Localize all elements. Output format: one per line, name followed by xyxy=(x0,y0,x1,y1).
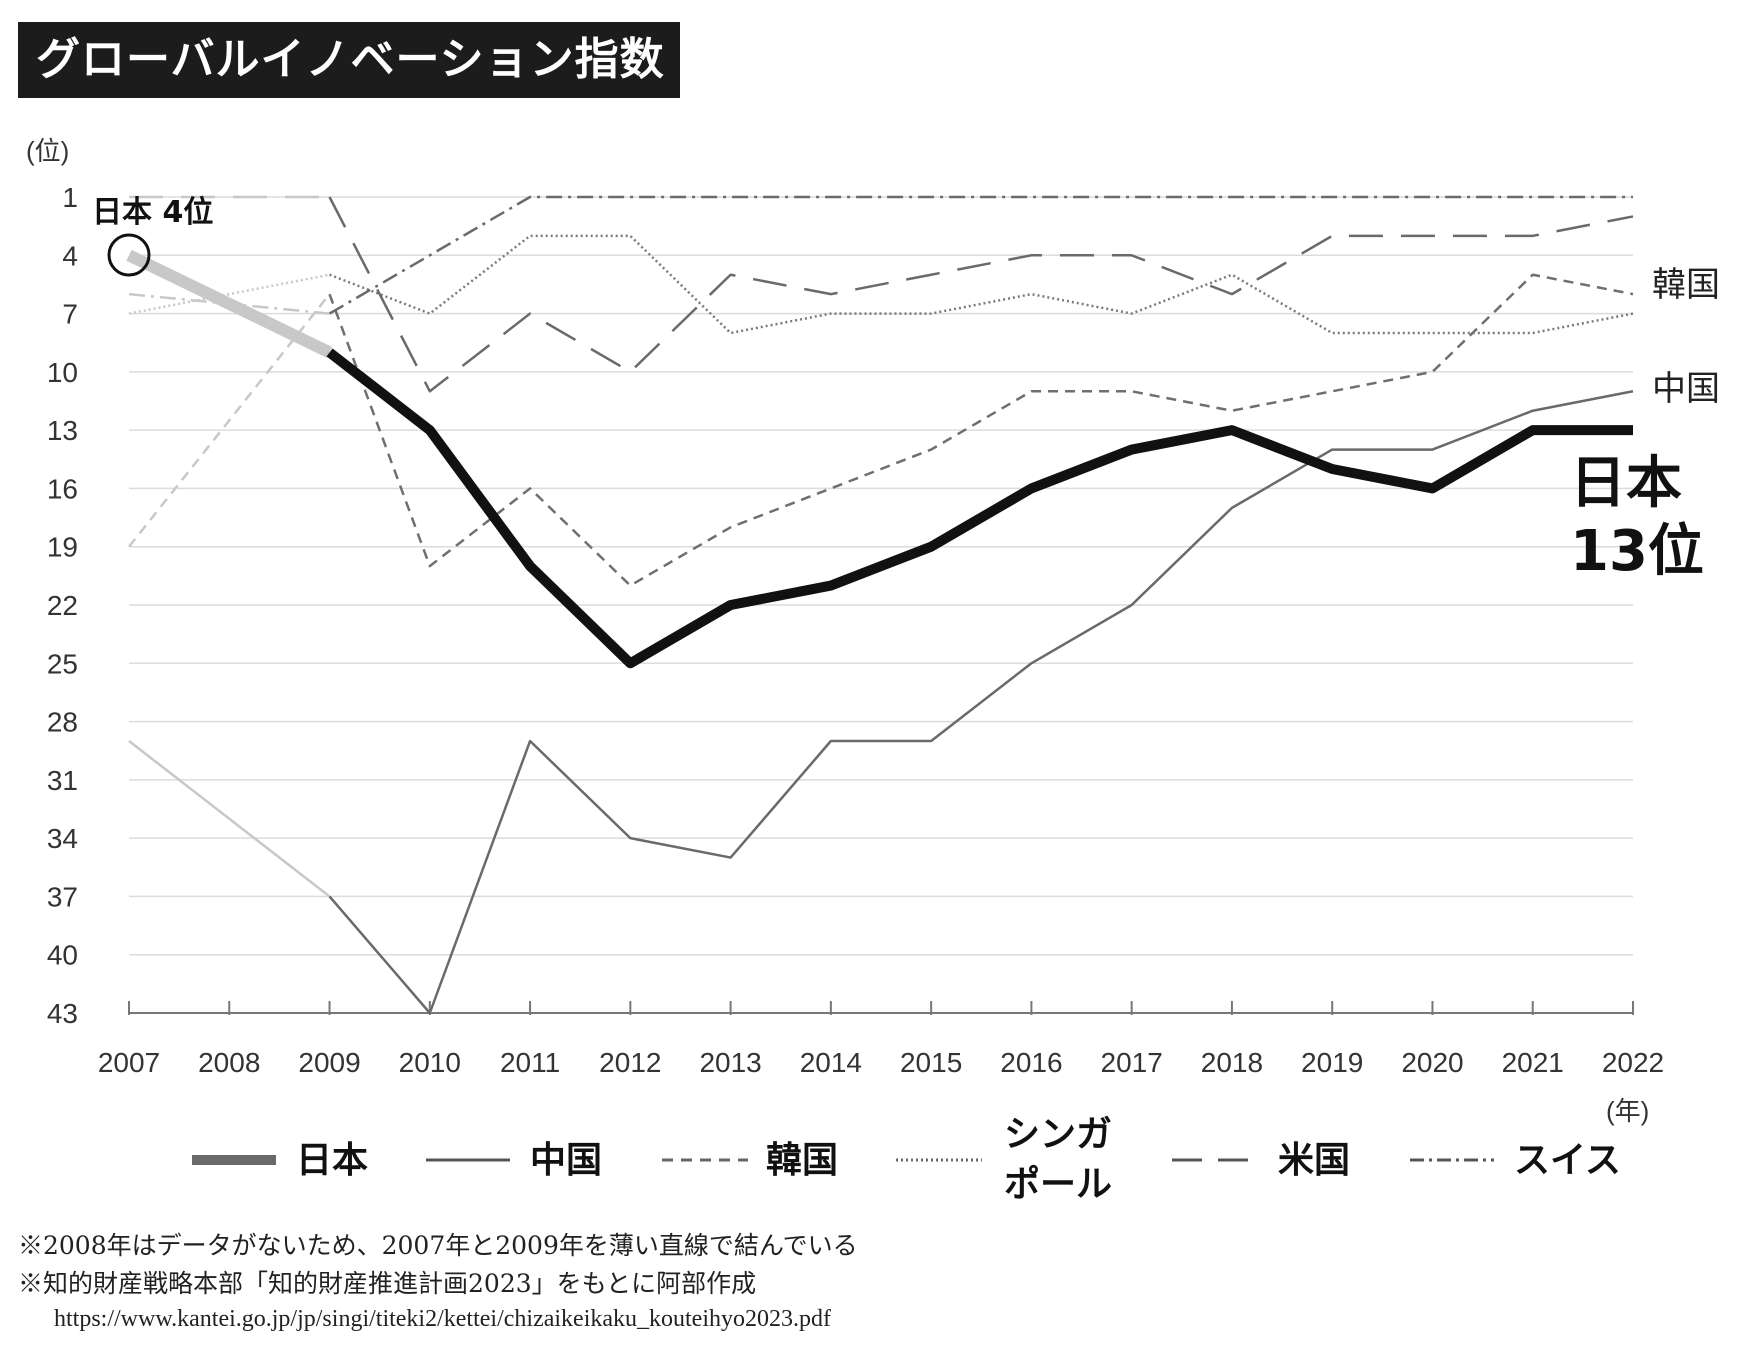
japan-end-label-line2: 13位 xyxy=(1570,519,1704,584)
series-china-line xyxy=(328,390,1634,1015)
x-tick-label: 2016 xyxy=(1000,1047,1062,1078)
series-lines xyxy=(126,195,1634,1015)
series-swiss-line xyxy=(328,195,1633,315)
y-tick-label: 43 xyxy=(47,998,78,1029)
legend-singapore-label-line2: ポール xyxy=(1004,1163,1112,1205)
y-tick-label: 37 xyxy=(47,881,78,912)
y-tick-label: 7 xyxy=(62,299,78,330)
series-singapore-gap-bridge xyxy=(128,273,330,315)
legend-singapore-label-line1: シンガ xyxy=(1004,1114,1112,1155)
x-tick-label: 2020 xyxy=(1401,1047,1463,1078)
x-tick-label: 2008 xyxy=(198,1047,260,1078)
y-tick-label: 13 xyxy=(47,415,78,446)
footnote-1: ※2008年はデータがないため、2007年と2009年を薄い直線で結んでいる xyxy=(18,1231,858,1260)
x-axis-unit-label: (年) xyxy=(1606,1096,1649,1126)
y-tick-label: 4 xyxy=(62,240,78,271)
y-tick-label: 16 xyxy=(47,473,78,504)
y-tick-label: 34 xyxy=(47,823,78,854)
x-tick-label: 2017 xyxy=(1101,1047,1163,1078)
x-tick-label: 2014 xyxy=(800,1047,862,1078)
x-tick-label: 2012 xyxy=(599,1047,661,1078)
korea-line-label: 韓国 xyxy=(1652,265,1720,305)
series-china-gap-bridge xyxy=(128,740,331,898)
axes: 1 4 7 10 13 16 19 22 25 28 31 34 37 40 43 2007 2008 2009 2… xyxy=(47,182,1664,1078)
legend-japan-label: 日本 xyxy=(296,1140,368,1181)
x-tick-label: 2018 xyxy=(1201,1047,1263,1078)
y-tick-label: 22 xyxy=(47,590,78,621)
source-url: https://www.kantei.go.jp/jp/singi/titeki… xyxy=(54,1306,831,1332)
y-tick-label: 31 xyxy=(47,765,78,796)
series-japan-line xyxy=(326,348,1633,669)
legend: 日本 中国 韓国 シンガ ポール 米国 スイス xyxy=(192,1114,1621,1205)
series-korea-gap-bridge xyxy=(128,293,331,548)
x-tick-label: 2007 xyxy=(98,1047,160,1078)
series-usa-line xyxy=(328,196,1634,393)
series-japan-gap-bridge xyxy=(126,249,333,358)
legend-swiss-label: スイス xyxy=(1514,1140,1621,1181)
x-tick-label: 2015 xyxy=(900,1047,962,1078)
legend-china-label: 中国 xyxy=(530,1140,602,1181)
legend-usa-label: 米国 xyxy=(1278,1140,1350,1181)
y-tick-label: 10 xyxy=(47,357,78,388)
x-tick-label: 2021 xyxy=(1502,1047,1564,1078)
x-tick-label: 2009 xyxy=(298,1047,360,1078)
y-tick-label: 40 xyxy=(47,940,78,971)
grid xyxy=(129,196,1633,956)
footnote-2: ※知的財産戦略本部「知的財産推進計画2023」をもとに阿部作成 xyxy=(18,1269,757,1298)
y-tick-label: 19 xyxy=(47,532,78,563)
x-tick-label: 2011 xyxy=(500,1047,560,1078)
x-tick-label: 2019 xyxy=(1301,1047,1363,1078)
x-tick-label: 2013 xyxy=(699,1047,761,1078)
japan-end-label-line1: 日本 xyxy=(1570,451,1682,516)
china-line-label: 中国 xyxy=(1652,369,1720,409)
legend-korea-label: 韓国 xyxy=(766,1140,838,1181)
y-axis-unit-label: (位) xyxy=(26,136,69,166)
japan-start-marker xyxy=(107,233,151,277)
japan-start-label: 日本 4位 xyxy=(92,195,213,230)
series-singapore-line xyxy=(329,234,1634,335)
y-tick-label: 25 xyxy=(47,648,78,679)
chart-title: グローバルイノベーション指数 xyxy=(18,22,680,98)
annotations: (位) (年) 日本 4位 韓国 中国 日本 13位 xyxy=(26,136,1720,1126)
y-tick-label: 28 xyxy=(47,707,78,738)
x-tick-label: 2022 xyxy=(1602,1047,1664,1078)
x-tick-label: 2010 xyxy=(399,1047,461,1078)
y-tick-label: 1 xyxy=(62,182,78,213)
